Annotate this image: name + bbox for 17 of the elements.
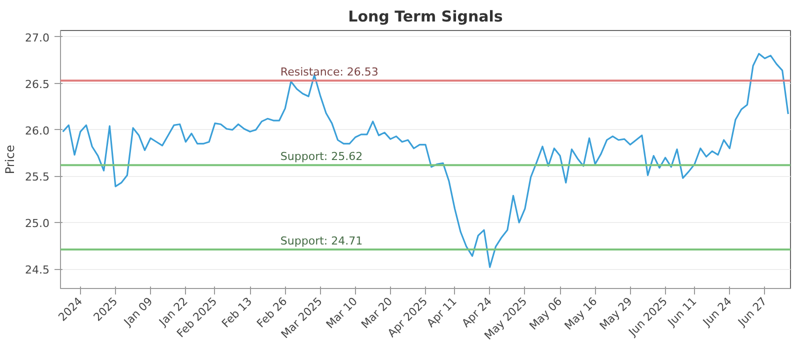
y-tick-label: 26.0 [25, 124, 50, 138]
ref-line-label: Resistance: 26.53 [280, 66, 378, 79]
x-tick-label: Jun 24 [700, 294, 734, 330]
chart-title: Long Term Signals [348, 8, 503, 26]
y-tick-label: 25.5 [25, 170, 50, 184]
ref-line-label: Support: 25.62 [280, 150, 363, 164]
y-tick-label: 25.0 [25, 217, 50, 230]
x-tick-label: Jun 27 [734, 294, 770, 330]
y-tick-label: 27.0 [25, 31, 50, 44]
y-tick-label: 26.5 [25, 78, 50, 91]
x-tick-label: Feb 13 [219, 294, 255, 330]
x-tick-label: Mar 10 [324, 294, 360, 332]
ref-line-label: Support: 24.71 [280, 234, 363, 248]
y-axis-title: Price [3, 144, 18, 174]
x-tick-label: Jan 09 [120, 294, 156, 330]
line-series [62, 52, 789, 268]
y-tick-label: 24.5 [25, 264, 50, 277]
